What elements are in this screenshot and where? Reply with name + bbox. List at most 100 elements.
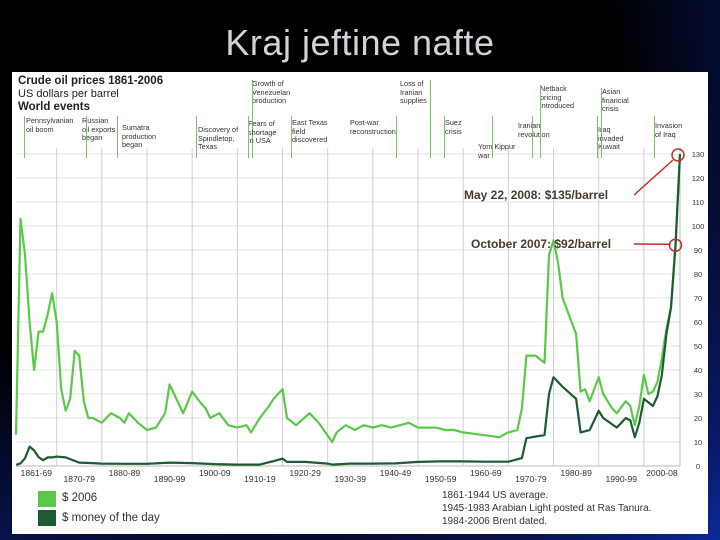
world-event-line: financial: [602, 95, 629, 105]
legend-label-real: $ 2006: [62, 492, 98, 504]
oil-price-chart: 1861-69 1870-79 1880-89 1890-99 1900-09 1910-…: [14, 148, 705, 484]
world-event-line: discovered: [292, 135, 328, 145]
series-line-money-of-the-day: [15, 153, 682, 466]
world-event-line: reconstruction: [350, 126, 396, 136]
world-event-label: Sumatra production began: [122, 123, 156, 150]
world-event-connector: [396, 116, 397, 158]
chart-panel: 1861-69 1870-79 1880-89 1890-99 1900-09 1910-…: [12, 72, 708, 534]
world-event-line: Growth of: [252, 79, 284, 88]
y-tick-label: 120: [692, 174, 705, 183]
legend-swatch-real: [38, 491, 56, 507]
y-tick-label: 50: [694, 342, 702, 351]
x-tick-label: 1900-09: [199, 468, 231, 478]
world-event-connector: [291, 116, 292, 158]
world-event-connector: [654, 116, 655, 158]
x-tick-label: 2000-08: [646, 468, 678, 478]
callout-oct-2007: October 2007: $92/barrel: [471, 237, 612, 251]
world-event-line: pricing: [540, 92, 562, 102]
world-event-line: Pennsylvanian: [26, 116, 74, 125]
world-event-line: crisis: [602, 104, 619, 114]
world-event-label: Post-war reconstruction: [350, 118, 396, 136]
world-event-label: Asian financial crisis: [602, 87, 629, 114]
world-event-connector: [117, 116, 118, 158]
world-event-line: Invasion: [655, 121, 683, 130]
x-tick-label: 1870-79: [63, 474, 95, 484]
x-tick-label: 1880-89: [109, 468, 141, 478]
world-event-line: introduced: [540, 101, 575, 111]
world-event-label: Iranian revolution: [518, 121, 550, 139]
world-event-line: Iranian: [518, 121, 541, 130]
x-tick-label: 1990-99: [606, 474, 638, 484]
slide-title: Kraj jeftine nafte: [225, 22, 495, 63]
x-tick-label: 1920-29: [289, 468, 321, 478]
y-tick-labels: 0 10 20 30 40 50 60 70 80 90 100 110 120 130: [692, 150, 705, 471]
world-event-line: oil boom: [26, 124, 54, 134]
y-tick-label: 70: [694, 294, 702, 303]
world-event-line: supplies: [400, 96, 427, 106]
y-tick-label: 60: [694, 318, 702, 327]
world-event-line: Asian: [602, 87, 621, 96]
world-event-line: crisis: [445, 126, 462, 136]
x-tick-label: 1930-39: [334, 474, 366, 484]
world-event-label: Fears of shortage in USA: [248, 119, 277, 146]
world-event-connector: [248, 116, 249, 158]
world-event-connector: [444, 116, 445, 158]
grid-layer: [16, 148, 681, 467]
world-event-label: Yom Kippur war: [478, 142, 515, 160]
world-event-line: Texas: [198, 142, 218, 152]
world-event-connector: [492, 116, 493, 158]
x-tick-label: 1910-19: [244, 474, 276, 484]
world-event-label: Loss of Iranian supplies: [400, 79, 427, 106]
x-tick-label: 1960-69: [470, 468, 502, 478]
world-event-line: Sumatra: [122, 123, 150, 132]
world-event-label: East Texas field discovered: [292, 118, 328, 145]
y-tick-label: 30: [694, 390, 702, 399]
callout-ring-oct-2007: [668, 238, 683, 252]
world-event-line: war: [478, 150, 490, 160]
world-event-connector: [196, 116, 197, 158]
x-tick-label: 1950-59: [425, 474, 457, 484]
world-events-label: World events: [18, 101, 90, 113]
world-event-label: Netback pricing introduced: [540, 84, 575, 111]
world-event-line: Kuwait: [598, 142, 620, 152]
series-line-2006-dollars: [14, 153, 682, 444]
y-tick-label: 10: [694, 438, 702, 447]
y-tick-label: 80: [694, 270, 702, 279]
chart-subtitle: US dollars per barrel: [18, 88, 119, 100]
callout-markers: [633, 148, 685, 252]
world-event-label: Invasion of Iraq: [655, 121, 683, 139]
world-event-label: Pennsylvanian oil boom: [26, 116, 74, 134]
source-note: 1945-1983 Arabian Light posted at Ras Ta…: [442, 503, 652, 514]
callout-may-2008: May 22, 2008: $135/barrel: [464, 188, 609, 202]
y-tick-label: 90: [694, 246, 702, 255]
world-event-label: Iraq invaded Kuwait: [598, 125, 624, 152]
world-event-line: production: [252, 96, 287, 106]
x-tick-label: 1861-69: [21, 468, 53, 478]
x-tick-label: 1970-79: [515, 474, 547, 484]
world-event-line: revolution: [518, 129, 550, 139]
world-event-line: invaded: [598, 133, 624, 143]
world-event-line: Netback: [540, 84, 567, 93]
y-tick-label: 130: [692, 150, 705, 159]
world-event-line: oil exports: [82, 124, 116, 134]
callout-leader-may-2008: [633, 159, 674, 196]
callout-ring-may-2008: [671, 148, 685, 162]
world-event-line: in USA: [248, 136, 271, 146]
legend-label-nominal: $ money of the day: [62, 512, 160, 524]
y-tick-label: 110: [692, 198, 704, 207]
world-event-line: shortage: [248, 127, 277, 137]
world-event-line: Suez: [445, 118, 462, 127]
x-tick-label: 1890-99: [154, 474, 186, 484]
world-event-line: Spindletop,: [198, 133, 235, 143]
world-event-line: East Texas: [292, 118, 328, 127]
source-note: 1861-1944 US average.: [442, 490, 549, 501]
world-event-line: began: [82, 133, 103, 143]
world-event-label: Discovery of Spindletop, Texas: [198, 125, 238, 152]
y-tick-label: 20: [694, 414, 702, 423]
world-event-line: Fears of: [248, 119, 275, 128]
legend-swatch-nominal: [38, 510, 56, 526]
world-event-line: Post-war: [350, 118, 379, 127]
world-event-line: began: [122, 140, 143, 150]
world-event-connector: [24, 116, 25, 158]
world-event-connector: [601, 88, 602, 158]
